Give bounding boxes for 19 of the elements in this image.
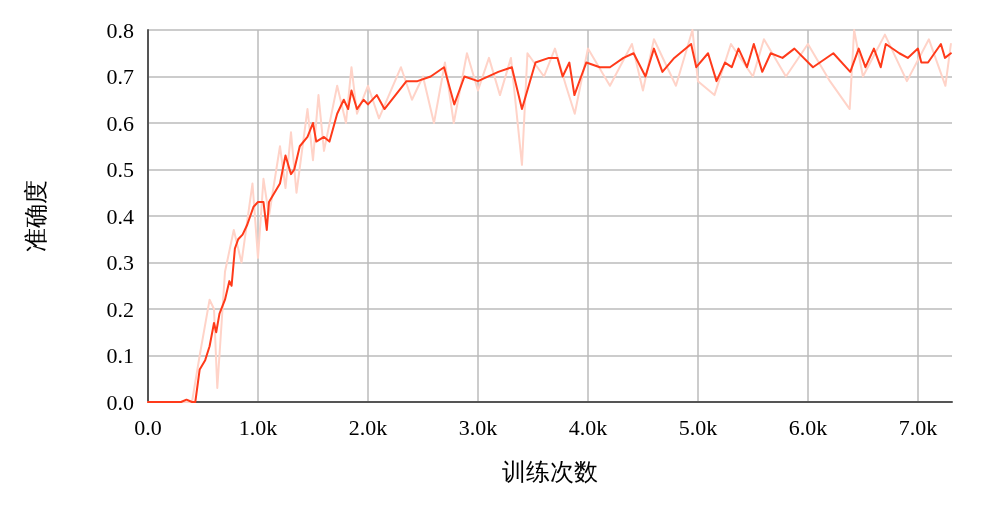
y-tick-label: 0.0	[106, 389, 134, 415]
y-tick-label: 0.7	[106, 64, 134, 89]
x-tick-label: 0.0	[134, 414, 162, 440]
y-tick-label: 0.4	[106, 203, 134, 229]
x-tick-label: 1.0k	[238, 414, 278, 440]
y-tick-label: 0.5	[106, 157, 134, 182]
y-axis-title: 准确度	[23, 180, 49, 252]
x-tick-label: 6.0k	[788, 414, 828, 440]
x-tick-label: 4.0k	[568, 414, 608, 440]
x-tick-label: 3.0k	[458, 414, 498, 440]
x-tick-label: 5.0k	[678, 414, 718, 440]
x-axis-title: 训练次数	[502, 459, 598, 485]
y-tick-label: 0.8	[106, 17, 134, 43]
x-tick-label: 7.0k	[898, 414, 938, 440]
y-tick-label: 0.1	[106, 343, 134, 368]
x-tick-label: 2.0k	[348, 414, 388, 440]
y-tick-label: 0.6	[106, 110, 134, 136]
y-tick-label: 0.3	[106, 250, 134, 275]
y-tick-label: 0.2	[106, 296, 134, 322]
